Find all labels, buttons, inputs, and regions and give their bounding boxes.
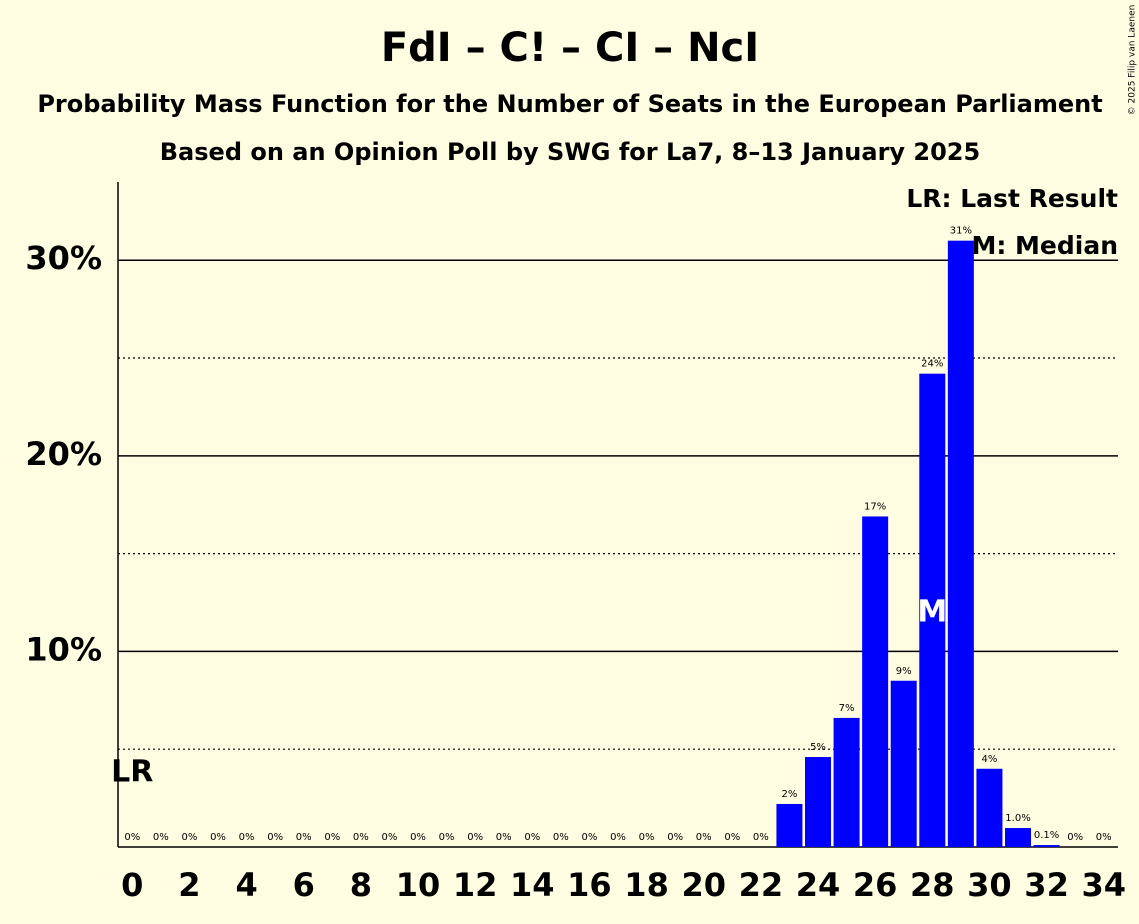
bar: [776, 803, 803, 847]
x-tick-label: 32: [1024, 866, 1069, 904]
value-label: 0%: [239, 832, 255, 843]
y-tick-label: 10%: [25, 630, 102, 668]
x-tick-label: 28: [910, 866, 955, 904]
value-label: 0%: [324, 832, 340, 843]
x-tick-label: 14: [510, 866, 555, 904]
value-label: 31%: [950, 226, 972, 237]
value-label: 4%: [981, 754, 997, 765]
value-label: 0%: [467, 832, 483, 843]
x-tick-label: 0: [121, 866, 143, 904]
value-label: 0%: [353, 832, 369, 843]
legend-entry: LR: Last Result: [906, 184, 1118, 213]
x-tick-label: 8: [350, 866, 372, 904]
chart-subtitle: Probability Mass Function for the Number…: [37, 90, 1102, 118]
bar: [833, 717, 860, 847]
value-label: 0%: [696, 832, 712, 843]
bar: [976, 768, 1003, 847]
x-tick-label: 24: [796, 866, 841, 904]
bar: [1033, 845, 1060, 847]
value-label: 9%: [896, 666, 912, 677]
y-tick-label: 30%: [25, 239, 102, 277]
value-label: 0%: [581, 832, 597, 843]
value-label: 24%: [921, 359, 943, 370]
value-label: 0%: [553, 832, 569, 843]
x-tick-label: 22: [739, 866, 784, 904]
value-label: 17%: [864, 501, 886, 512]
x-tick-label: 20: [681, 866, 726, 904]
copyright: © 2025 Filip van Laenen: [1128, 5, 1138, 116]
bar: [890, 680, 917, 847]
chart-title: FdI – C! – CI – NcI: [381, 25, 759, 71]
x-tick-label: 2: [178, 866, 200, 904]
value-label: 0%: [210, 832, 226, 843]
bar: [947, 240, 974, 848]
value-label: 0%: [524, 832, 540, 843]
value-label: 0%: [639, 832, 655, 843]
value-label: 0%: [124, 832, 140, 843]
bar: [1005, 828, 1031, 847]
bar: [862, 516, 889, 847]
x-tick-label: 26: [853, 866, 898, 904]
value-label: 0%: [667, 832, 683, 843]
legend-entry: M: Median: [971, 231, 1118, 260]
value-label: 0%: [610, 832, 626, 843]
value-label: 0%: [753, 832, 769, 843]
value-label: 2%: [781, 789, 797, 800]
value-label: 0%: [724, 832, 740, 843]
value-label: 0%: [181, 832, 197, 843]
last-result-marker: LR: [111, 755, 153, 790]
value-label: 7%: [839, 703, 855, 714]
x-tick-label: 10: [396, 866, 441, 904]
x-tick-label: 34: [1081, 866, 1126, 904]
x-tick-label: 16: [567, 866, 612, 904]
chart-subtitle: Based on an Opinion Poll by SWG for La7,…: [160, 138, 980, 166]
value-label: 0.1%: [1034, 830, 1059, 841]
bar: [919, 373, 946, 847]
x-tick-label: 18: [624, 866, 669, 904]
value-label: 0%: [296, 832, 312, 843]
value-label: 0%: [439, 832, 455, 843]
value-label: 0%: [381, 832, 397, 843]
value-label: 0%: [267, 832, 283, 843]
x-tick-label: 30: [967, 866, 1012, 904]
bar: [805, 757, 831, 847]
value-label: 0%: [153, 832, 169, 843]
x-tick-label: 12: [453, 866, 498, 904]
value-label: 0%: [1096, 832, 1112, 843]
value-label: 0%: [1067, 832, 1083, 843]
value-label: 5%: [810, 742, 826, 753]
value-label: 1.0%: [1005, 813, 1030, 824]
x-tick-label: 4: [235, 866, 257, 904]
value-label: 0%: [496, 832, 512, 843]
y-tick-label: 20%: [25, 435, 102, 473]
x-tick-label: 6: [293, 866, 315, 904]
median-marker: M: [917, 595, 947, 630]
value-label: 0%: [410, 832, 426, 843]
